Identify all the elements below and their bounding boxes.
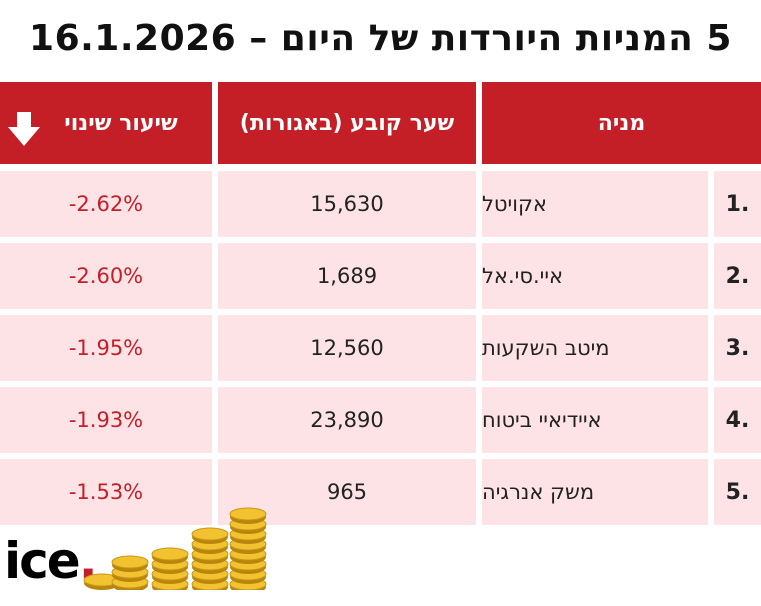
header-change-label: שיעור שינוי [64,110,178,136]
row-price: 1,689 [218,243,476,309]
header-change[interactable]: שיעור שינוי [0,82,212,164]
logo-text: ice [4,532,81,590]
row-change: -1.93% [0,387,212,453]
gold-coins-icon [83,507,267,590]
row-rank: 2. [714,243,761,309]
page-title: 5 המניות היורדות של היום – 16.1.2026 [29,18,732,59]
row-price: 23,890 [218,387,476,453]
row-price: 15,630 [218,171,476,237]
row-stock-name: אקויטל [482,171,708,237]
header-stock-label: מניה [597,110,646,136]
row-stock-name-text: משק אנרגיה [482,480,595,504]
row-price-text: 15,630 [310,192,384,216]
arrow-down-icon [8,112,40,146]
row-change: -1.95% [0,315,212,381]
row-rank: 1. [714,171,761,237]
row-change: -2.60% [0,243,212,309]
row-stock-name-text: איידיאיי ביטוח [482,408,602,432]
row-change-text: -1.95% [68,336,144,360]
row-change-text: -1.53% [68,480,144,504]
row-price-text: 12,560 [310,336,384,360]
row-change-text: -2.62% [68,192,144,216]
row-change-text: -1.93% [68,408,144,432]
row-price-text: 1,689 [316,264,378,288]
header-price: שער קובע (באגורות) [218,82,476,164]
row-rank-text: 1. [725,191,750,217]
row-stock-name-text: אקויטל [482,192,547,216]
row-price-text: 965 [326,480,368,504]
row-change-text: -2.60% [68,264,144,288]
row-stock-name-text: מיטב השקעות [482,336,610,360]
row-rank: 4. [714,387,761,453]
row-stock-name-text: איי.סי.אל [482,264,564,288]
row-stock-name: מיטב השקעות [482,315,708,381]
row-rank-text: 3. [725,335,750,361]
row-stock-name: משק אנרגיה [482,459,708,525]
row-rank: 3. [714,315,761,381]
header-price-label: שער קובע (באגורות) [239,110,455,136]
row-rank: 5. [714,459,761,525]
row-rank-text: 2. [725,263,750,289]
row-stock-name: איי.סי.אל [482,243,708,309]
header-stock: מניה [482,82,761,164]
row-price-text: 23,890 [310,408,384,432]
row-stock-name: איידיאיי ביטוח [482,387,708,453]
row-rank-text: 4. [725,407,750,433]
row-rank-text: 5. [725,479,750,505]
row-change: -2.62% [0,171,212,237]
row-price: 12,560 [218,315,476,381]
row-change: -1.53% [0,459,212,525]
